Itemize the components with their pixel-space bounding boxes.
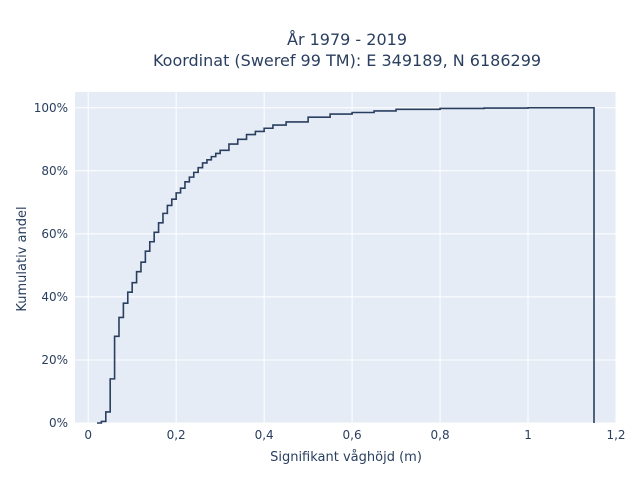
y-tick-label: 20% [41, 353, 68, 367]
chart-title-line1: År 1979 - 2019 [287, 30, 407, 49]
plot-area [75, 92, 616, 423]
x-tick-label: 1 [524, 428, 532, 442]
x-tick-label: 0,2 [167, 428, 186, 442]
x-tick-label: 0 [84, 428, 92, 442]
x-tick-label: 1,2 [606, 428, 625, 442]
chart-title-line2: Koordinat (Sweref 99 TM): E 349189, N 61… [153, 51, 541, 70]
x-tick-label: 0,8 [431, 428, 450, 442]
y-tick-label: 80% [41, 164, 68, 178]
y-axis-label: Kumulativ andel [15, 206, 30, 311]
y-tick-label: 60% [41, 227, 68, 241]
x-tick-label: 0,4 [255, 428, 274, 442]
y-tick-label: 0% [49, 416, 68, 430]
y-tick-label: 100% [34, 101, 68, 115]
x-axis-ticks: 0 0,2 0,4 0,6 0,8 1 1,2 [84, 428, 625, 442]
y-tick-label: 40% [41, 290, 68, 304]
x-tick-label: 0,6 [343, 428, 362, 442]
x-axis-label: Signifikant våghöjd (m) [270, 450, 422, 465]
x-gridlines [87, 92, 617, 423]
y-axis-ticks: 0% 20% 40% 60% 80% 100% [34, 101, 68, 430]
cumulative-step-line [96, 106, 595, 424]
